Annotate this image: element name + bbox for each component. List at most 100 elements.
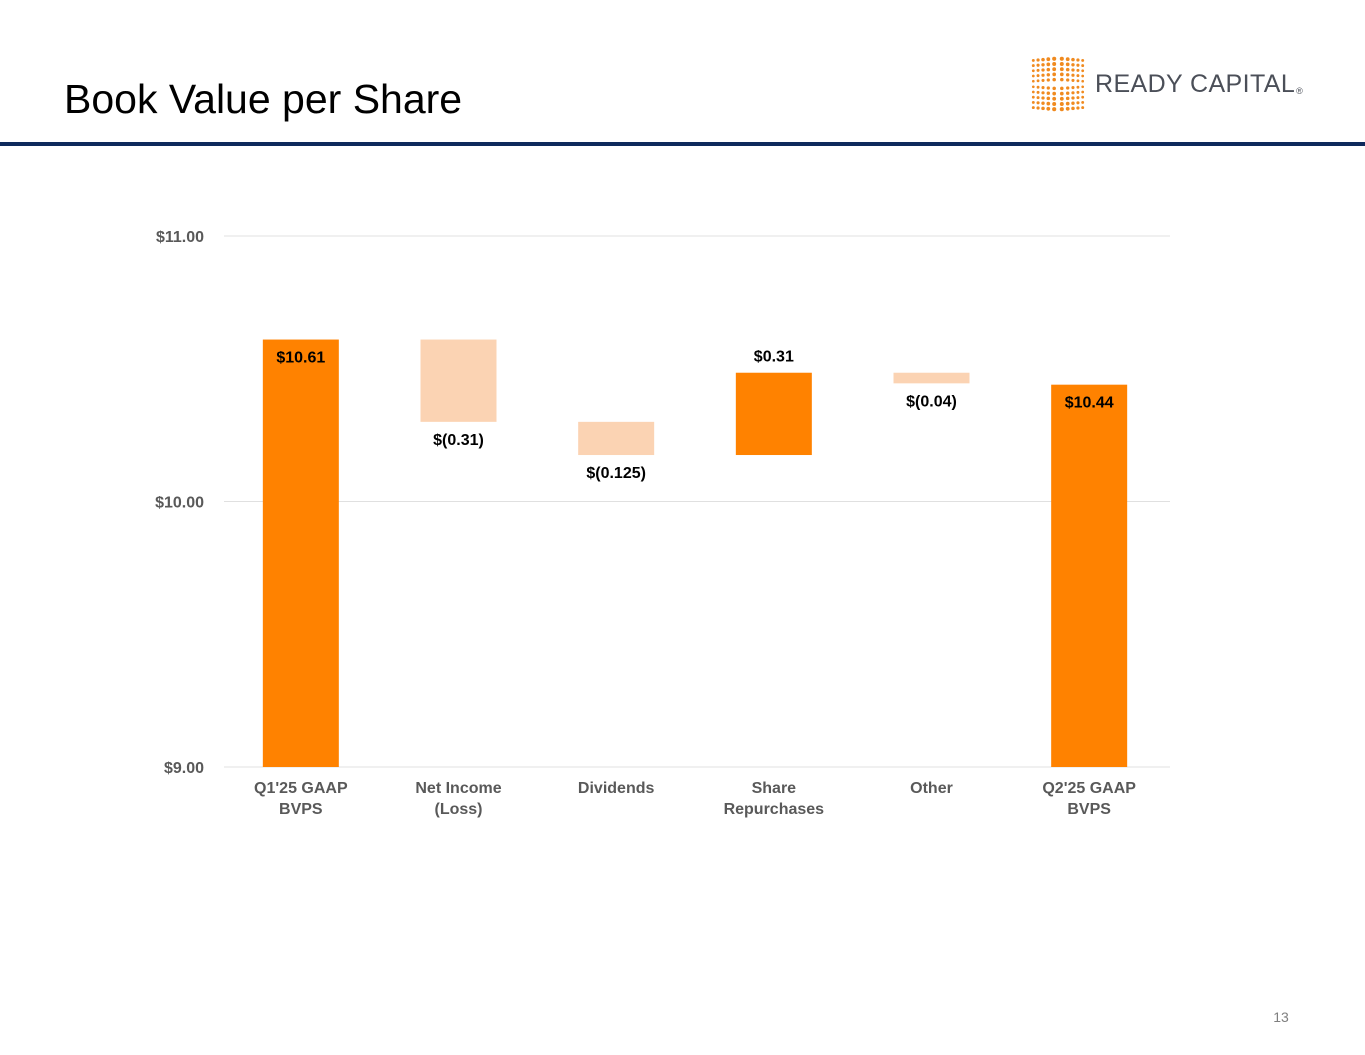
logo-dot xyxy=(1036,74,1040,78)
logo-dot xyxy=(1081,100,1085,104)
y-tick-label: $9.00 xyxy=(164,760,204,777)
logo-dot xyxy=(1031,79,1035,83)
category-labels: Q1'25 GAAP BVPS Net Income (Loss) Dividends S… xyxy=(254,780,1136,818)
gridlines xyxy=(224,235,1170,768)
logo-dot xyxy=(1081,79,1085,83)
logo-dot xyxy=(1052,91,1057,96)
logo-dot xyxy=(1076,85,1080,89)
logo-dot xyxy=(1041,91,1045,95)
logo-dot xyxy=(1036,96,1040,100)
logo-dot xyxy=(1031,100,1035,104)
logo-dot xyxy=(1046,62,1051,67)
logo-dot xyxy=(1041,78,1045,82)
category-label: Other xyxy=(910,780,953,797)
logo-dot xyxy=(1076,90,1080,94)
bar-total xyxy=(1051,384,1128,767)
logo-dot xyxy=(1081,64,1085,68)
data-label: $(0.125) xyxy=(586,465,646,482)
logo-dot xyxy=(1052,107,1057,112)
logo-dot xyxy=(1036,63,1040,67)
category-label: Net Income (Loss) xyxy=(415,780,501,818)
bar-increase xyxy=(735,372,812,456)
page-number: 13 xyxy=(1273,1009,1289,1025)
logo-dot xyxy=(1059,72,1064,77)
ready-capital-logo: READY CAPITAL® xyxy=(1028,54,1303,114)
logo-dot xyxy=(1065,67,1070,72)
page-title: Book Value per Share xyxy=(64,76,463,122)
logo-dot xyxy=(1059,62,1064,66)
bars xyxy=(262,339,1128,767)
data-label: $0.31 xyxy=(754,349,794,366)
logo-dot xyxy=(1081,85,1085,89)
logo-dot xyxy=(1036,58,1040,62)
logo-dot xyxy=(1066,86,1070,90)
logo-dot xyxy=(1081,69,1085,73)
data-label: $10.61 xyxy=(276,350,325,367)
logo-dot xyxy=(1031,74,1035,78)
data-label: $(0.31) xyxy=(433,432,484,449)
logo-dot xyxy=(1046,78,1050,82)
logo-dot xyxy=(1060,77,1064,82)
logo-dot xyxy=(1065,106,1070,111)
y-tick-label: $11.00 xyxy=(156,229,204,246)
category-label-line: Q1'25 GAAP xyxy=(254,780,348,797)
logo-dot xyxy=(1071,57,1075,62)
logo-dot xyxy=(1071,86,1075,90)
logo-dot xyxy=(1052,102,1057,106)
logo-dot xyxy=(1036,106,1040,110)
logo-dot xyxy=(1031,95,1035,99)
logo-dot xyxy=(1059,56,1064,61)
logo-dot xyxy=(1065,57,1070,62)
logo-dot xyxy=(1065,62,1070,67)
registered-mark-icon: ® xyxy=(1296,85,1304,96)
bar-decrease xyxy=(893,372,970,384)
logo-dot xyxy=(1059,102,1064,106)
category-label-line: Q2'25 GAAP xyxy=(1042,780,1136,797)
logo-wordmark: READY CAPITAL xyxy=(1095,69,1296,98)
logo-dot xyxy=(1081,90,1085,94)
data-labels: $10.61 $(0.31) $(0.125) $0.31 $(0.04) $10.44 xyxy=(276,349,1113,482)
logo-dot xyxy=(1059,67,1064,72)
logo-dot xyxy=(1076,68,1080,72)
logo-dot xyxy=(1036,79,1040,83)
logo-dot xyxy=(1041,96,1045,100)
logo-dot xyxy=(1046,73,1051,77)
logo-dot xyxy=(1036,90,1040,94)
logo-dot xyxy=(1065,96,1070,101)
category-label-line: Repurchases xyxy=(724,801,825,818)
logo-dot xyxy=(1036,85,1040,89)
logo-dot xyxy=(1081,74,1085,78)
logo-dot xyxy=(1066,78,1070,82)
logo-dot xyxy=(1052,67,1057,72)
logo-dot xyxy=(1041,68,1045,72)
logo-dot xyxy=(1052,56,1057,61)
logo-dot xyxy=(1036,101,1040,105)
logo-text: READY CAPITAL® xyxy=(1095,70,1303,99)
bar-total xyxy=(262,339,339,767)
logo-dot xyxy=(1071,63,1075,67)
logo-dot xyxy=(1046,101,1051,106)
logo-dot xyxy=(1060,86,1064,91)
logo-dot xyxy=(1031,58,1035,62)
bar-decrease xyxy=(578,421,655,456)
dotted-sphere-logo-icon xyxy=(1031,56,1085,112)
category-label-line: Dividends xyxy=(578,780,655,797)
y-tick-label: $10.00 xyxy=(155,495,204,512)
logo-dot xyxy=(1076,63,1080,67)
logo-dot xyxy=(1059,96,1064,101)
logo-dot xyxy=(1046,86,1050,90)
logo-dot xyxy=(1081,95,1085,99)
logo-dot xyxy=(1031,85,1035,89)
logo-dot xyxy=(1059,107,1064,112)
logo-dot xyxy=(1065,73,1070,77)
category-label: Q2'25 GAAP BVPS xyxy=(1042,780,1136,818)
category-label: Q1'25 GAAP BVPS xyxy=(254,780,348,818)
logo-dot xyxy=(1081,106,1085,110)
logo-dot xyxy=(1071,91,1075,95)
logo-dot xyxy=(1076,58,1080,62)
logo-dot xyxy=(1052,72,1057,77)
logo-dot xyxy=(1076,106,1080,110)
category-label-line: Share xyxy=(752,780,797,797)
logo-dot xyxy=(1041,73,1045,77)
